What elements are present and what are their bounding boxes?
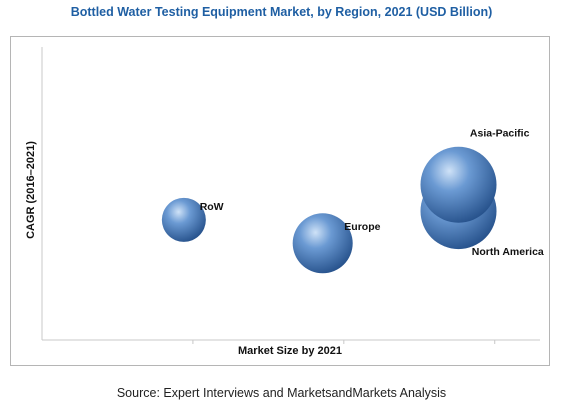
- bubble-label: Europe: [344, 221, 380, 233]
- bubble-label: North America: [472, 246, 544, 258]
- x-axis-label: Market Size by 2021: [238, 345, 342, 357]
- bubble-label: RoW: [200, 201, 224, 213]
- bubble-label: Asia-Pacific: [470, 128, 530, 140]
- source-note: Source: Expert Interviews and Marketsand…: [0, 386, 563, 400]
- bubble-asia-pacific: [421, 147, 497, 223]
- y-axis-label: CAGR (2016–2021): [25, 141, 37, 239]
